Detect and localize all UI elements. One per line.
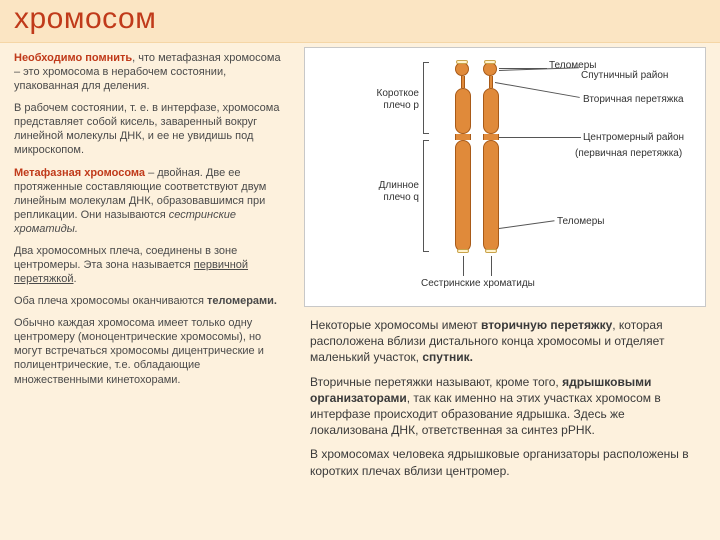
bp1: Некоторые хромосомы имеют вторичную пере… — [310, 317, 706, 366]
satellite-right — [483, 62, 497, 76]
right-column: Теломеры Спутничный район Вторичная пере… — [300, 43, 720, 537]
lead-sec — [495, 82, 580, 98]
bp1b: вторичную перетяжку — [481, 318, 612, 332]
label-secondary: Вторичная перетяжка — [583, 94, 684, 106]
bottom-text: Некоторые хромосомы имеют вторичную пере… — [300, 313, 720, 495]
bp1a: Некоторые хромосомы имеют — [310, 318, 481, 332]
bp1d: спутник. — [422, 350, 473, 364]
para-6: Обычно каждая хромосома имеет только одн… — [14, 316, 288, 386]
p4-c: . — [74, 273, 77, 285]
para-4: Два хромосомных плеча, соединены в зоне … — [14, 244, 288, 286]
label-short-a: Короткое — [359, 88, 419, 100]
satellite-left — [455, 62, 469, 76]
long-arm-left — [455, 140, 471, 252]
brace-short — [423, 62, 429, 134]
stalk-left — [461, 76, 465, 88]
label-long-a: Длинное — [359, 180, 419, 192]
left-column: Необходимо помнить, что метафазная хромо… — [0, 43, 300, 537]
brace-long — [423, 140, 429, 252]
label-centromere-b: (первичная перетяжка) — [575, 148, 682, 160]
lead-cen — [499, 137, 581, 138]
lead-sis-l — [463, 256, 464, 276]
label-short-b: плечо p — [359, 100, 419, 112]
lead-sis-r — [491, 256, 492, 276]
short-arm-left — [455, 88, 471, 134]
p5-a: Оба плеча хромосомы оканчиваются — [14, 295, 207, 307]
para-5: Оба плеча хромосомы оканчиваются теломер… — [14, 294, 288, 308]
label-satellite: Спутничный район — [581, 70, 668, 82]
page-title: хромосом — [14, 2, 706, 36]
bp2: Вторичные перетяжки называют, кроме того… — [310, 374, 706, 439]
para-3: Метафазная хромосома – двойная. Две ее п… — [14, 166, 288, 236]
telomere-cap-tr — [484, 60, 496, 64]
p1-highlight: Необходимо помнить — [14, 52, 132, 64]
telomere-cap-br — [485, 249, 497, 253]
bp2a: Вторичные перетяжки называют, кроме того… — [310, 375, 562, 389]
bp3: В хромосомах человека ядрышковые организ… — [310, 446, 706, 478]
label-long-b: плечо q — [359, 192, 419, 204]
telomere-cap-tl — [456, 60, 468, 64]
label-sister: Сестринские хроматиды — [421, 278, 535, 290]
label-telomeres-bot: Теломеры — [557, 216, 604, 228]
content-row: Необходимо помнить, что метафазная хромо… — [0, 43, 720, 537]
p3-highlight: Метафазная хромосома — [14, 167, 145, 179]
para-2: В рабочем состоянии, т. е. в интерфазе, … — [14, 101, 288, 157]
title-bar: хромосом — [0, 0, 720, 43]
label-centromere-a: Центромерный район — [583, 132, 684, 144]
short-arm-right — [483, 88, 499, 134]
lead-telo-bot — [499, 220, 555, 229]
para-1: Необходимо помнить, что метафазная хромо… — [14, 51, 288, 93]
chromosome-diagram: Теломеры Спутничный район Вторичная пере… — [304, 47, 706, 307]
telomere-cap-bl — [457, 249, 469, 253]
stalk-right — [489, 76, 493, 88]
p5-b: теломерами. — [207, 295, 277, 307]
long-arm-right — [483, 140, 499, 252]
